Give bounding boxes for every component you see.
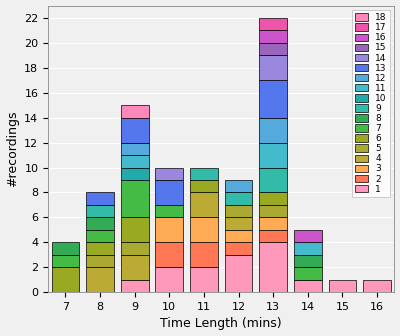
Bar [190,180,218,193]
Bar [86,205,114,217]
Bar [86,217,114,230]
Bar [259,205,287,217]
Bar [259,31,287,43]
Bar [86,255,114,267]
Bar [86,242,114,255]
Bar [121,180,148,217]
Bar [121,242,148,255]
Bar [121,142,148,155]
Bar [121,118,148,142]
Bar [225,205,252,217]
Bar [121,217,148,242]
Bar [294,267,322,280]
Bar [156,180,183,205]
Bar [329,280,356,292]
Bar [225,193,252,205]
Y-axis label: #recordings: #recordings [6,111,18,187]
Bar [52,242,79,255]
Bar [259,43,287,55]
Bar [259,230,287,242]
Bar [225,217,252,230]
Bar [259,55,287,80]
Bar [259,142,287,168]
Bar [225,180,252,193]
Bar [156,168,183,180]
Bar [294,280,322,292]
Bar [121,168,148,180]
Bar [259,118,287,142]
Bar [52,255,79,267]
Bar [294,255,322,267]
Bar [156,217,183,242]
Bar [225,242,252,255]
Bar [259,217,287,230]
Bar [259,242,287,292]
Bar [225,255,252,292]
X-axis label: Time Length (mins): Time Length (mins) [160,318,282,330]
Bar [86,193,114,205]
Bar [190,193,218,217]
Bar [52,267,79,292]
Bar [156,242,183,267]
Bar [156,205,183,217]
Bar [363,280,391,292]
Bar [156,267,183,292]
Bar [259,193,287,205]
Bar [225,230,252,242]
Bar [294,242,322,255]
Bar [121,155,148,168]
Bar [190,242,218,267]
Bar [86,230,114,242]
Bar [259,80,287,118]
Bar [121,280,148,292]
Legend: 18, 17, 16, 15, 14, 13, 12, 11, 10, 9, 8, 7, 6, 5, 4, 3, 2, 1: 18, 17, 16, 15, 14, 13, 12, 11, 10, 9, 8… [352,10,390,197]
Bar [190,267,218,292]
Bar [294,230,322,242]
Bar [190,217,218,242]
Bar [259,18,287,31]
Bar [259,168,287,193]
Bar [86,267,114,292]
Bar [190,168,218,180]
Bar [121,255,148,280]
Bar [121,105,148,118]
